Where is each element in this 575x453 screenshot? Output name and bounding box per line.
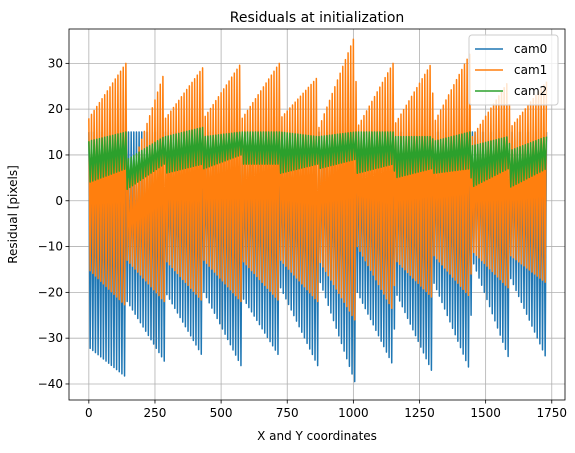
- y-tick-label: −20: [38, 285, 63, 299]
- plot-frame: [68, 28, 566, 401]
- x-tick-label: 1750: [536, 406, 567, 420]
- legend-label-cam0: cam0: [514, 42, 547, 56]
- legend-box: [468, 34, 559, 106]
- y-tick-label: 30: [48, 56, 63, 70]
- y-tick-label: −10: [38, 240, 63, 254]
- x-axis-ticks: 0 250 500 750 1000 1250 1500 1750: [85, 400, 567, 420]
- legend-label-cam1: cam1: [514, 63, 547, 77]
- x-tick-label: 1000: [338, 406, 369, 420]
- legend-label-cam2: cam2: [514, 84, 547, 98]
- legend: cam0 cam1 cam2: [468, 34, 559, 106]
- y-tick-label: 0: [55, 194, 63, 208]
- y-tick-label: −30: [38, 331, 63, 345]
- x-tick-label: 0: [85, 406, 93, 420]
- x-tick-label: 1500: [470, 406, 501, 420]
- y-tick-label: 20: [48, 102, 63, 116]
- series-line-cam2: [88, 126, 548, 191]
- x-tick-label: 1250: [404, 406, 435, 420]
- x-tick-label: 250: [144, 406, 167, 420]
- x-tick-label: 750: [276, 406, 299, 420]
- y-tick-label: 10: [48, 148, 63, 162]
- x-tick-label: 500: [210, 406, 233, 420]
- y-axis-ticks: −40 −30 −20 −10 0 10 20 30: [38, 56, 69, 391]
- chart-title: Residuals at initialization: [230, 10, 405, 26]
- y-axis-label: Residual [pixels]: [6, 165, 20, 264]
- x-axis-label: X and Y coordinates: [257, 429, 377, 443]
- series-layer: [88, 38, 548, 383]
- series-line-cam1: [88, 38, 548, 321]
- y-tick-label: −40: [38, 377, 63, 391]
